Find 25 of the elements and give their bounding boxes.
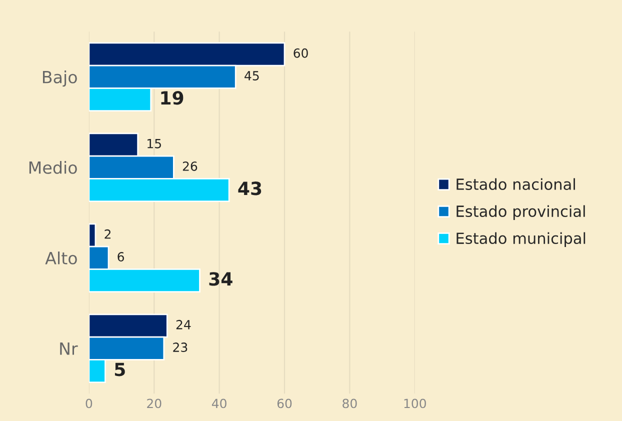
data-label: 23 — [173, 342, 188, 352]
data-label: 5 — [114, 362, 125, 376]
data-label: 2 — [104, 229, 110, 239]
legend-label: Estado nacional — [456, 178, 575, 190]
data-label: 15 — [148, 139, 161, 148]
data-label: 26 — [182, 162, 198, 171]
x-tick-label: 0 — [86, 398, 92, 408]
data-label: 45 — [244, 71, 259, 80]
x-tick-label: 80 — [342, 398, 357, 408]
data-label: 6 — [118, 252, 124, 262]
y-tick-label: Medio — [29, 161, 77, 174]
data-label: 43 — [238, 182, 262, 196]
x-tick-label: 100 — [404, 398, 426, 408]
data-label: 34 — [209, 272, 232, 286]
legend-label: Estado municipal — [456, 232, 586, 248]
data-label: 19 — [161, 91, 184, 105]
x-tick-label: 60 — [277, 398, 292, 408]
y-tick-label: Alto — [45, 252, 77, 264]
x-tick-label: 40 — [212, 398, 226, 408]
y-tick-label: Bajo — [42, 70, 77, 87]
legend-label: Estado provincial — [456, 205, 585, 220]
y-tick-label: Nr — [60, 342, 78, 355]
data-label: 24 — [176, 320, 191, 330]
data-label: 60 — [294, 48, 308, 58]
x-tick-label: 20 — [147, 398, 162, 408]
